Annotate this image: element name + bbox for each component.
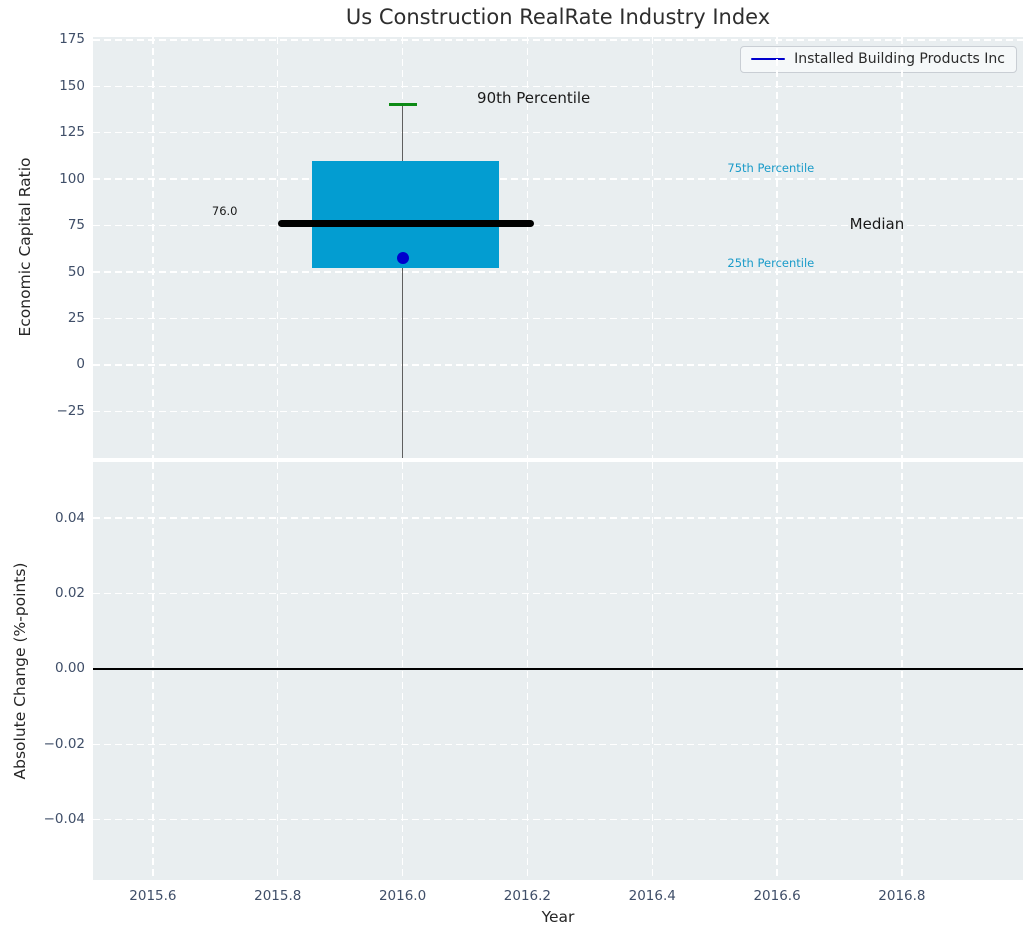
gridline-horizontal (93, 39, 1023, 41)
gridline-horizontal (93, 410, 1023, 412)
y-tick-label: −0.04 (43, 811, 85, 828)
y-tick-label: 150 (59, 77, 85, 94)
gridline-horizontal (93, 317, 1023, 320)
gridline-horizontal (93, 224, 1023, 227)
legend: Installed Building Products Inc (740, 46, 1017, 73)
x-axis-label: Year (541, 908, 575, 926)
gridline-vertical (152, 37, 154, 458)
y-tick-label: 50 (67, 263, 85, 280)
gridline-vertical (651, 37, 653, 458)
x-tick-label: 2016.4 (628, 888, 676, 904)
gridline-vertical (776, 462, 778, 880)
company-point (396, 252, 409, 265)
gridline-vertical (526, 37, 529, 458)
gridline-vertical (776, 37, 778, 458)
y-tick-label: 100 (59, 170, 85, 187)
y-tick-label: 0 (76, 356, 85, 373)
annotation-75th-percentile: 75th Percentile (727, 161, 815, 176)
gridline-vertical (152, 462, 154, 880)
y-tick-label: −25 (56, 402, 86, 419)
y-tick-label: 25 (67, 309, 85, 326)
y-tick-label: 0.04 (54, 509, 85, 526)
annotation-76-0: 76.0 (211, 203, 238, 218)
whisker-line (401, 104, 404, 458)
legend-label: Installed Building Products Inc (794, 51, 1005, 67)
gridline-horizontal (93, 271, 1023, 273)
x-tick-label: 2016.2 (503, 888, 552, 904)
zero-reference-line (93, 668, 1023, 670)
gridline-horizontal (93, 818, 1023, 821)
annotation-90th-percentile: 90th Percentile (477, 88, 591, 107)
annotation-25th-percentile: 25th Percentile (727, 255, 815, 270)
bottom-axes (93, 462, 1023, 880)
gridline-vertical (277, 37, 279, 458)
x-tick-label: 2015.8 (254, 888, 302, 904)
legend-line-sample (751, 57, 786, 61)
gridline-vertical (526, 462, 529, 880)
gridline-horizontal (93, 132, 1023, 134)
y-tick-label: 75 (67, 217, 85, 234)
iqr-box (312, 160, 500, 269)
y-tick-label: 175 (59, 31, 85, 48)
gridline-vertical (401, 462, 404, 880)
x-tick-label: 2016.0 (378, 888, 427, 904)
gridline-vertical (651, 462, 653, 880)
y-tick-label: 0.00 (54, 660, 85, 677)
gridline-vertical (901, 462, 903, 880)
y-tick-label: 125 (59, 124, 85, 141)
y-tick-label: 0.02 (54, 585, 85, 602)
y-tick-label: −0.02 (43, 735, 85, 752)
annotation-median: Median (849, 215, 905, 234)
top-axes (93, 37, 1023, 458)
x-tick-label: 2015.6 (129, 888, 177, 904)
gridline-horizontal (93, 517, 1023, 519)
x-tick-label: 2016.8 (878, 888, 926, 904)
gridline-horizontal (93, 178, 1023, 180)
x-tick-label: 2016.6 (753, 888, 801, 904)
gridline-horizontal (93, 85, 1023, 88)
p90-cap (388, 103, 417, 107)
chart-title: Us Construction RealRate Industry Index (345, 5, 771, 29)
gridline-vertical (277, 462, 279, 880)
gridline-horizontal (93, 743, 1023, 745)
gridline-horizontal (93, 592, 1023, 595)
gridline-vertical (901, 37, 903, 458)
median-line (277, 220, 534, 228)
gridline-horizontal (93, 364, 1023, 366)
